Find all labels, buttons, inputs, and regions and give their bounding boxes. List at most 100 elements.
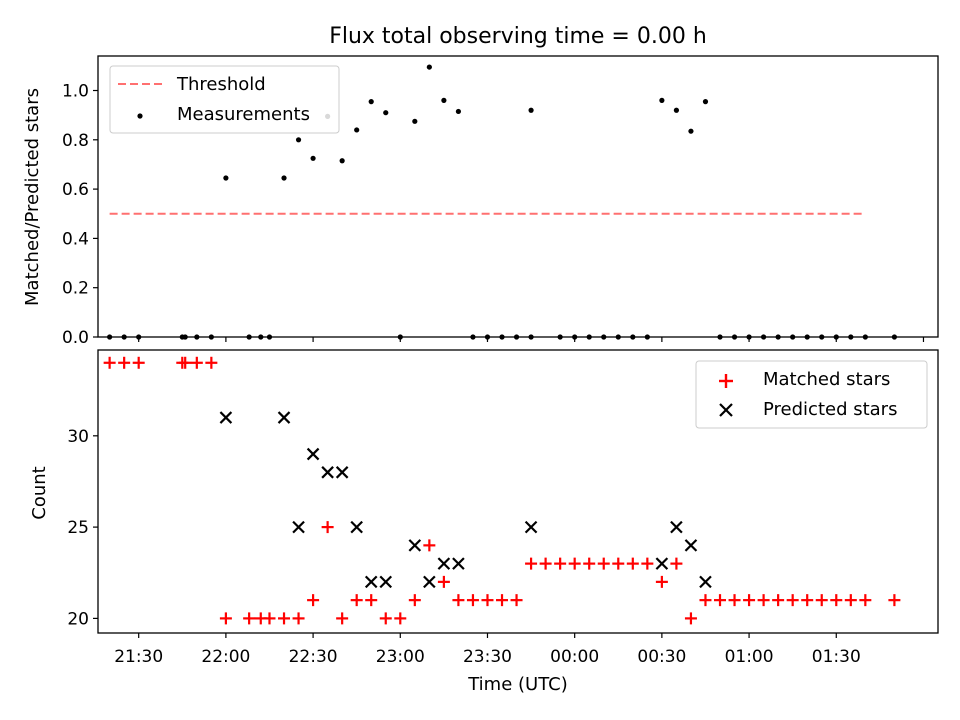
bottom-legend: Matched stars Predicted stars bbox=[695, 360, 928, 429]
measurement-point bbox=[688, 128, 694, 134]
matched-star-point bbox=[365, 594, 378, 607]
measurement-point bbox=[281, 175, 287, 181]
top-panel: Flux total observing time = 0.00 h 0.00.… bbox=[22, 24, 939, 348]
legend-predicted-label: Predicted stars bbox=[763, 399, 897, 420]
measurement-point bbox=[455, 108, 462, 115]
matched-star-point bbox=[699, 594, 712, 607]
matched-star-point bbox=[510, 594, 523, 607]
x-tick-label: 00:00 bbox=[550, 647, 599, 667]
measurement-point bbox=[223, 175, 229, 181]
bottom-y-ticks: 20 25 30 bbox=[67, 427, 98, 629]
predicted-star-point bbox=[437, 557, 451, 570]
x-tick-label: 22:30 bbox=[289, 647, 338, 667]
predicted-star-point bbox=[670, 520, 683, 534]
matched-star-point bbox=[496, 594, 509, 607]
matched-star-point bbox=[190, 356, 203, 369]
chart-title: Flux total observing time = 0.00 h bbox=[329, 24, 707, 49]
matched-star-point bbox=[684, 612, 697, 625]
bottom-panel: 20 25 30 21:30 22:00 22:30 23:00 23:30 00:00 00:… bbox=[29, 349, 939, 695]
predicted-star-point bbox=[423, 575, 436, 589]
matched-star-point bbox=[670, 557, 683, 570]
predicted-star-point bbox=[379, 575, 393, 589]
matched-star-point bbox=[437, 575, 450, 588]
measurement-point bbox=[310, 155, 316, 161]
x-tick-label: 23:30 bbox=[463, 647, 512, 667]
matched-star-point bbox=[379, 612, 392, 625]
measurement-point bbox=[441, 97, 447, 103]
matched-star-point bbox=[786, 594, 799, 607]
predicted-star-point bbox=[699, 575, 712, 589]
matched-star-point bbox=[118, 356, 131, 369]
predicted-star-point bbox=[524, 520, 538, 534]
matched-star-point bbox=[278, 612, 291, 625]
top-x-ticks bbox=[138, 337, 925, 342]
matched-star-point bbox=[263, 612, 276, 625]
bottom-y-tick-label: 20 bbox=[67, 609, 89, 629]
predicted-star-point bbox=[452, 557, 465, 570]
top-axes-frame bbox=[97, 55, 939, 338]
matched-star-point bbox=[844, 594, 857, 607]
matched-star-point bbox=[830, 594, 843, 607]
matched-star-point bbox=[466, 594, 479, 607]
predicted-star-point bbox=[408, 539, 422, 552]
matched-star-point bbox=[743, 594, 756, 607]
predicted-star-point bbox=[655, 557, 669, 570]
matched-star-point bbox=[859, 594, 872, 607]
matched-star-point bbox=[307, 594, 320, 607]
matched-star-point bbox=[655, 575, 668, 588]
matched-star-point bbox=[612, 557, 625, 570]
measurement-point bbox=[426, 64, 432, 70]
top-y-tick-label: 1.0 bbox=[62, 82, 89, 102]
predicted-star-point bbox=[277, 411, 291, 424]
bottom-plot-area bbox=[103, 356, 901, 625]
matched-star-point bbox=[597, 557, 610, 570]
matched-star-point bbox=[243, 612, 256, 625]
matched-star-point bbox=[408, 594, 421, 607]
top-y-ticks: 0.0 0.2 0.4 0.6 0.8 1.0 bbox=[62, 82, 98, 348]
measurement-point bbox=[702, 99, 709, 105]
matched-star-point bbox=[815, 594, 828, 607]
legend-matched-swatch bbox=[719, 374, 733, 388]
matched-star-point bbox=[336, 612, 349, 625]
matched-star-point bbox=[568, 557, 581, 570]
matched-star-point bbox=[888, 594, 901, 607]
top-y-tick-label: 0.6 bbox=[62, 180, 89, 200]
matched-star-point bbox=[292, 612, 305, 625]
predicted-star-point bbox=[321, 466, 334, 479]
matched-star-point bbox=[641, 557, 654, 570]
x-tick-label: 00:30 bbox=[637, 647, 686, 667]
bottom-y-tick-label: 25 bbox=[67, 518, 89, 538]
matched-star-point bbox=[525, 557, 538, 570]
predicted-star-point bbox=[364, 575, 378, 589]
legend-threshold-label: Threshold bbox=[176, 74, 266, 95]
x-tick-label: 01:00 bbox=[725, 647, 774, 667]
matched-star-point bbox=[554, 557, 567, 570]
top-y-axis-label: Matched/Predicted stars bbox=[22, 88, 43, 306]
legend-measurements-label: Measurements bbox=[177, 104, 310, 125]
measurement-point bbox=[673, 107, 680, 113]
matched-star-point bbox=[728, 594, 741, 607]
matched-star-point bbox=[757, 594, 770, 607]
matched-star-point bbox=[350, 594, 363, 607]
x-tick-label: 23:00 bbox=[376, 647, 425, 667]
top-y-tick-label: 0.4 bbox=[62, 229, 89, 249]
x-tick-label: 22:00 bbox=[201, 647, 250, 667]
legend-predicted-swatch bbox=[719, 403, 733, 417]
matched-star-point bbox=[772, 594, 785, 607]
legend-matched-label: Matched stars bbox=[763, 369, 890, 390]
matched-star-point bbox=[179, 356, 192, 369]
measurement-point bbox=[354, 127, 360, 133]
top-legend-box bbox=[109, 65, 340, 134]
x-tick-label: 21:30 bbox=[114, 647, 163, 667]
matched-star-point bbox=[103, 356, 116, 369]
bottom-axes-frame bbox=[97, 349, 939, 634]
matched-star-point bbox=[583, 557, 596, 570]
top-legend: Threshold Measurements bbox=[109, 65, 340, 134]
measurement-point bbox=[412, 118, 418, 124]
bottom-y-tick-label: 30 bbox=[67, 427, 89, 447]
bottom-legend-box bbox=[695, 360, 928, 429]
measurement-point bbox=[528, 107, 534, 113]
matched-star-point bbox=[132, 356, 145, 369]
predicted-star-point bbox=[306, 447, 320, 461]
